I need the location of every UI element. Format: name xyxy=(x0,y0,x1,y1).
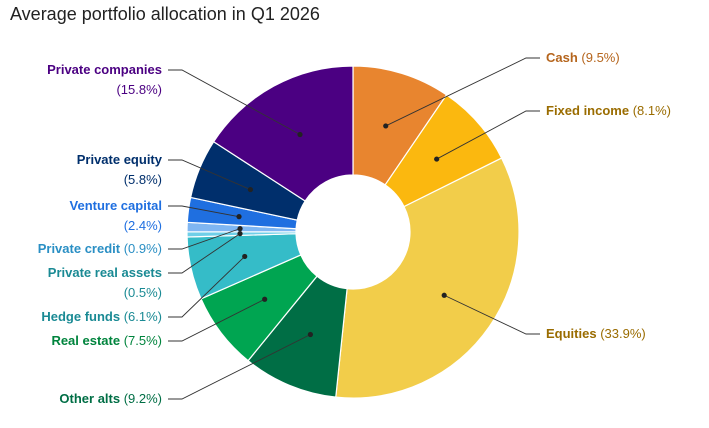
label-cash: Cash (9.5%) xyxy=(546,50,620,65)
leader-line-fixed-income xyxy=(436,110,540,160)
slice-private-companies xyxy=(212,65,354,202)
label-equities: Equities (33.9%) xyxy=(546,326,646,341)
leader-line-private-real-assets xyxy=(168,233,241,274)
label-name-hedge-funds: Hedge funds xyxy=(41,309,120,324)
label-name-fixed-income: Fixed income xyxy=(546,103,629,118)
label-name-private-real-assets: Private real assets xyxy=(48,265,162,280)
leader-line-private-credit xyxy=(168,228,241,250)
label-value-real-estate: (7.5%) xyxy=(120,333,162,348)
leader-line-real-estate xyxy=(168,298,265,342)
label-value-equities: (33.9%) xyxy=(597,326,646,341)
label-name-private-equity: Private equity xyxy=(77,152,163,167)
label-value-private-credit: (0.9%) xyxy=(120,241,162,256)
label-name-cash: Cash xyxy=(546,50,578,65)
label-value-private-real-assets: (0.5%) xyxy=(124,285,162,300)
label-name-other-alts: Other alts xyxy=(59,391,120,406)
label-value-other-alts: (9.2%) xyxy=(120,391,162,406)
leader-line-private-equity xyxy=(168,159,251,190)
label-value-fixed-income: (8.1%) xyxy=(629,103,671,118)
label-value-venture-capital: (2.4%) xyxy=(124,218,162,233)
leader-dot-cash xyxy=(383,123,389,129)
label-hedge-funds: Hedge funds (6.1%) xyxy=(41,309,162,324)
leader-dot-private-companies xyxy=(297,131,303,138)
label-value-cash: (9.5%) xyxy=(578,50,620,65)
label-name-private-companies: Private companies xyxy=(47,62,162,77)
slice-equities xyxy=(335,157,520,399)
leader-dot-venture-capital xyxy=(236,214,242,220)
leader-dot-real-estate xyxy=(262,296,268,302)
leader-line-private-companies xyxy=(168,69,301,135)
label-name-private-credit: Private credit xyxy=(38,241,121,256)
leader-dot-private-credit xyxy=(237,226,243,232)
label-fixed-income: Fixed income (8.1%) xyxy=(546,103,671,118)
leader-dot-fixed-income xyxy=(434,156,440,162)
leader-dot-other-alts xyxy=(307,331,314,338)
leader-line-venture-capital xyxy=(168,205,240,218)
leader-line-equities xyxy=(444,294,540,335)
chart-title: Average portfolio allocation in Q1 2026 xyxy=(10,4,320,24)
label-value-private-equity: (5.8%) xyxy=(124,172,162,187)
label-name-equities: Equities xyxy=(546,326,597,341)
leader-line-cash xyxy=(385,57,540,127)
label-private-credit: Private credit (0.9%) xyxy=(38,241,162,256)
label-other-alts: Other alts (9.2%) xyxy=(59,391,162,406)
label-value-hedge-funds: (6.1%) xyxy=(120,309,162,324)
leader-line-other-alts xyxy=(168,334,311,400)
label-value-private-companies: (15.8%) xyxy=(116,82,162,97)
label-name-real-estate: Real estate xyxy=(51,333,120,348)
leader-dot-private-real-assets xyxy=(237,231,243,237)
label-real-estate: Real estate (7.5%) xyxy=(51,333,162,348)
label-name-venture-capital: Venture capital xyxy=(70,198,162,213)
leader-line-hedge-funds xyxy=(168,256,246,318)
leader-dot-private-equity xyxy=(247,186,254,193)
leader-dot-hedge-funds xyxy=(242,253,248,260)
leader-dot-equities xyxy=(441,292,447,298)
